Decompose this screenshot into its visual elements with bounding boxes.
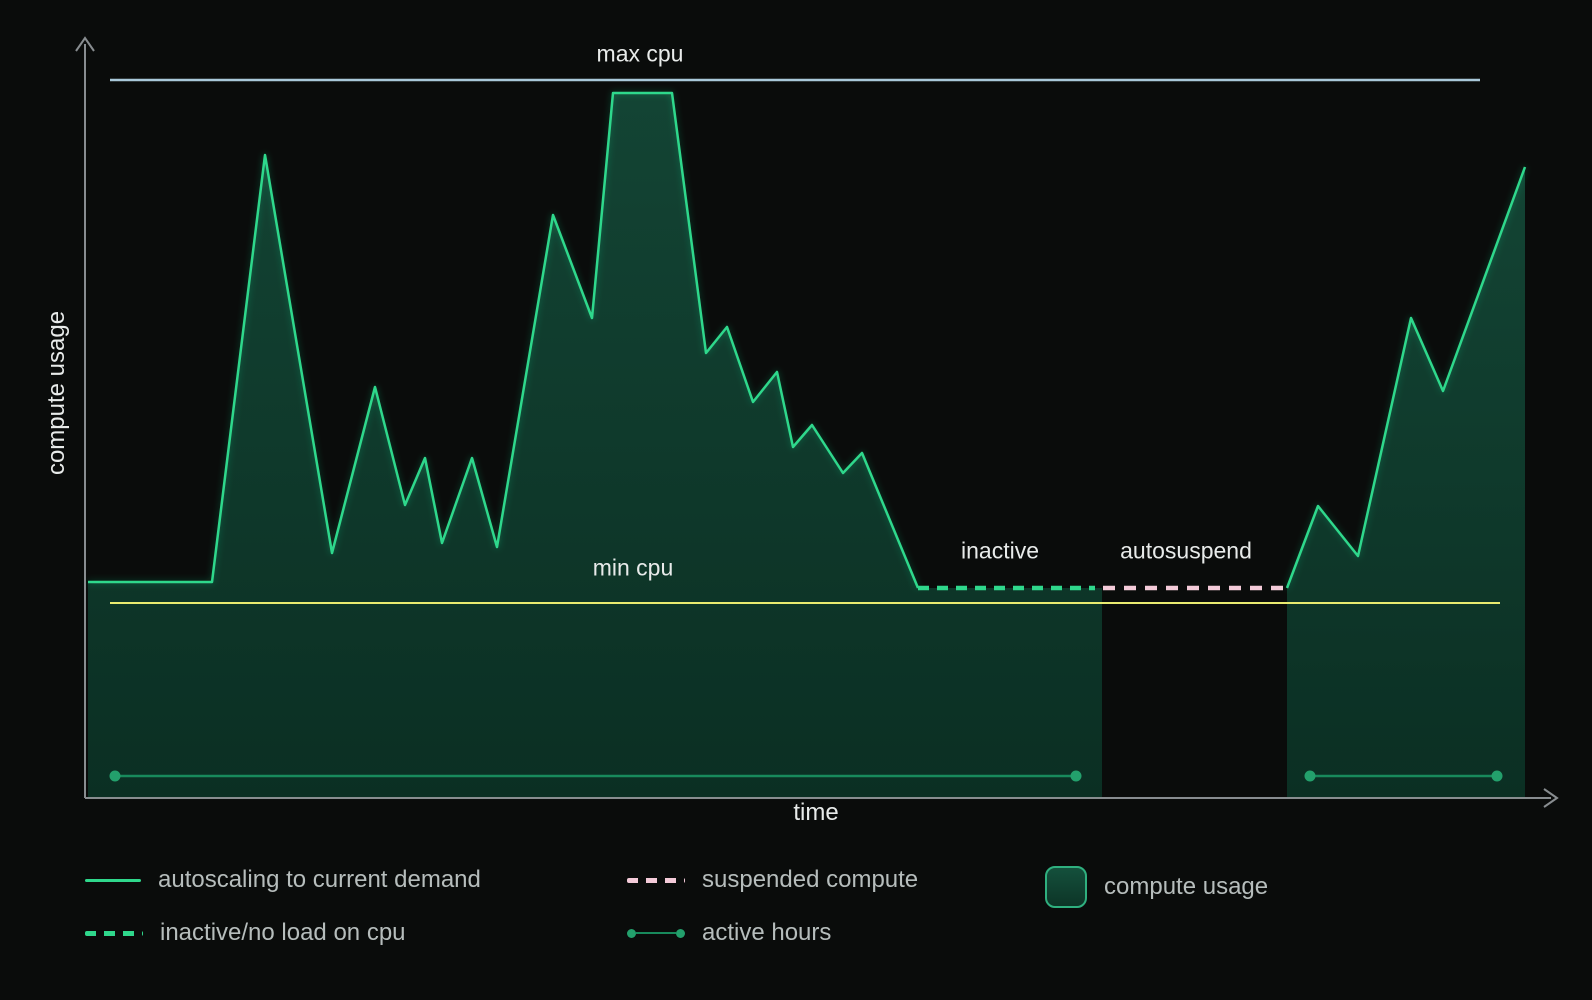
min-cpu-label: min cpu (592, 554, 674, 581)
active-hours-segment-2 (1304, 770, 1503, 782)
autosuspend-label: autosuspend (1120, 537, 1252, 564)
inactive-label: inactive (961, 537, 1039, 564)
line-with-end-dots-swatch (627, 928, 685, 938)
autoscaling-line-resume (1285, 166, 1527, 589)
autoscaling-line-main (88, 91, 920, 589)
legend-item-suspended: suspended compute (627, 866, 918, 894)
dashed-green-line-swatch (85, 930, 143, 936)
active-hours-segment-1 (109, 770, 1082, 782)
x-axis-arrow (1543, 788, 1559, 808)
y-axis-arrow (75, 36, 95, 52)
max-cpu-label: max cpu (596, 40, 684, 67)
legend-item-inactive: inactive/no load on cpu (85, 919, 406, 947)
legend-item-autoscaling: autoscaling to current demand (85, 866, 481, 894)
dashed-pink-line-swatch (627, 877, 685, 883)
filled-green-square-swatch (1045, 866, 1087, 908)
legend-item-active-hours: active hours (627, 919, 831, 947)
legend-label: compute usage (1104, 873, 1269, 900)
y-axis-label: compute usage (43, 310, 70, 476)
legend-label: active hours (702, 919, 832, 946)
compute-usage-fill-resume (1287, 167, 1525, 798)
x-axis-label: time (793, 799, 839, 826)
solid-green-line-swatch (85, 878, 141, 882)
legend-item-compute-usage: compute usage (1045, 866, 1268, 908)
compute-usage-fill-main (88, 93, 1102, 798)
legend-label: suspended compute (702, 866, 919, 893)
legend-label: autoscaling to current demand (158, 866, 481, 893)
legend-label: inactive/no load on cpu (160, 919, 406, 946)
